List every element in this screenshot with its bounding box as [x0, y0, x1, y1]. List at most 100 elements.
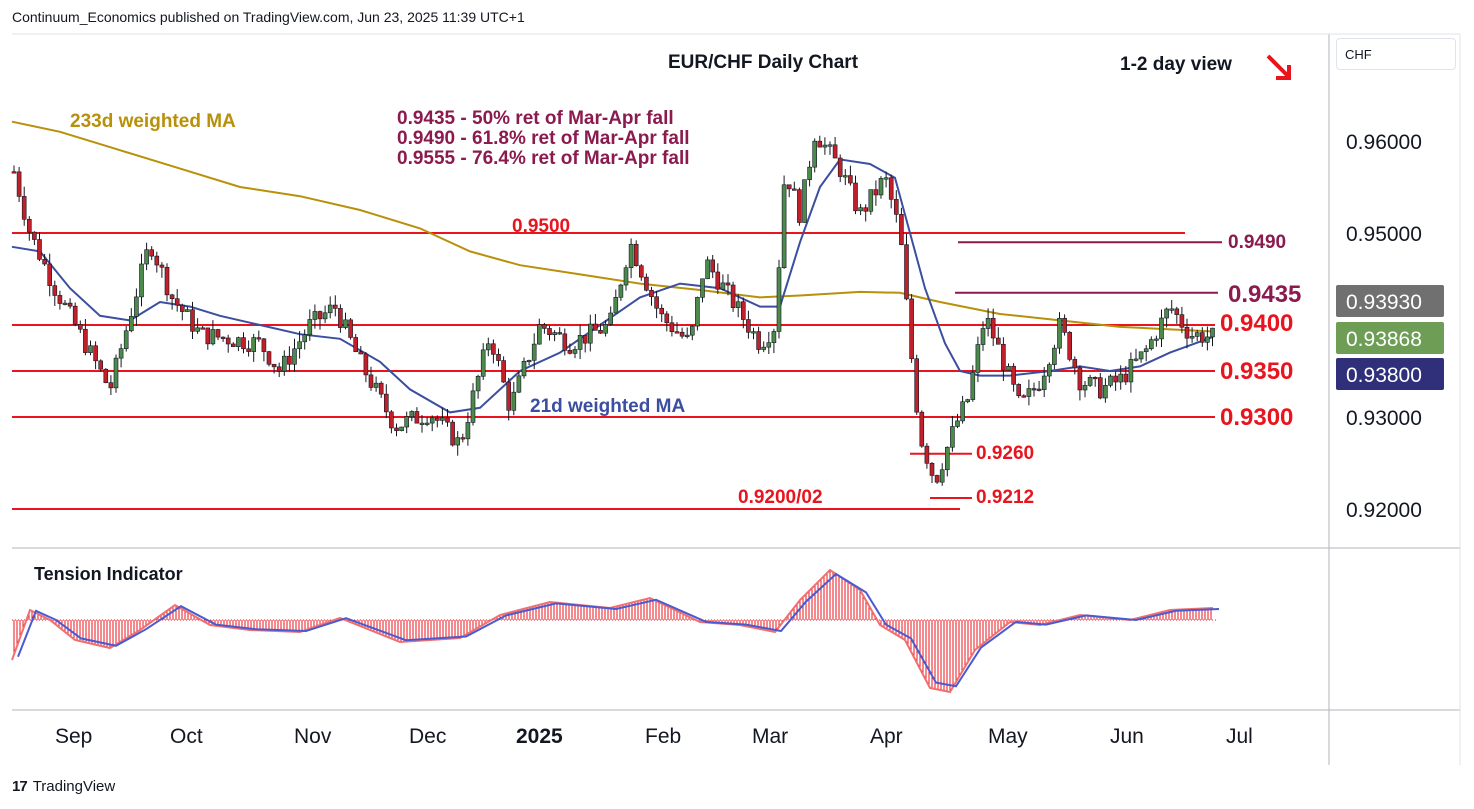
candle-body	[705, 259, 710, 280]
candle-body	[332, 304, 338, 309]
candle-body	[587, 323, 593, 344]
candle-body	[1077, 367, 1083, 391]
candle-body	[1200, 332, 1205, 343]
candle-body	[572, 349, 578, 354]
time-tick: Oct	[170, 725, 203, 748]
candle-body	[623, 267, 629, 286]
candle-body	[1098, 377, 1103, 399]
oscillator-fast-line	[11, 568, 1214, 694]
candle-body	[118, 348, 124, 359]
candle-body	[251, 337, 256, 352]
candle-body	[129, 316, 134, 332]
horizontal-levels	[12, 232, 1222, 510]
candle-body	[516, 375, 522, 393]
candle-body	[735, 301, 741, 308]
ma21-line	[11, 158, 1214, 414]
candle-body	[506, 381, 512, 411]
candle-body	[1036, 388, 1042, 391]
candle-body	[577, 335, 583, 350]
candle-body	[281, 355, 287, 372]
candle-body	[934, 475, 940, 483]
candle-body	[582, 335, 588, 344]
candle-body	[888, 177, 894, 200]
currency-selector[interactable]: CHF	[1336, 38, 1456, 70]
candle-body	[786, 184, 792, 190]
level-label-09350: 0.9350	[1220, 358, 1293, 385]
tradingview-logo-icon[interactable]: 17	[12, 778, 28, 795]
candle-body	[195, 327, 200, 332]
candle-body	[893, 199, 899, 215]
candle-body	[593, 323, 598, 331]
candle-body	[322, 312, 328, 320]
level-label-09400: 0.9400	[1220, 310, 1293, 337]
price-tick: 0.92000	[1346, 499, 1422, 522]
candle-body	[511, 391, 517, 411]
time-tick: Jul	[1226, 725, 1253, 748]
svg-text:0.93800: 0.93800	[1346, 364, 1422, 387]
candle-body	[598, 329, 603, 334]
candle-body	[873, 189, 879, 196]
candle-body	[419, 422, 425, 425]
candle-body	[822, 144, 828, 148]
svg-text:0.93930: 0.93930	[1346, 291, 1422, 314]
candle-body	[613, 297, 619, 314]
candle-body	[246, 348, 251, 352]
candle-body	[1169, 308, 1174, 311]
candle-body	[220, 336, 226, 339]
tension-indicator-pane	[11, 568, 1220, 694]
candle-body	[689, 325, 695, 336]
candle-body	[761, 346, 767, 350]
candle-body	[562, 333, 568, 351]
candle-body	[465, 422, 471, 440]
candle-body	[939, 469, 945, 483]
note-50-retracement: 0.9435 - 50% ret of Mar-Apr fall	[397, 108, 674, 129]
candle-body	[715, 271, 721, 290]
candle-body	[700, 278, 705, 298]
candle-body	[863, 207, 869, 212]
candle-body	[827, 144, 833, 147]
candle-body	[547, 328, 552, 335]
candle-body	[231, 343, 236, 347]
candle-body	[679, 331, 685, 337]
candle-body	[1189, 336, 1195, 339]
candle-body	[496, 354, 501, 361]
time-tick: Mar	[752, 725, 788, 748]
candle-body	[200, 327, 205, 330]
candle-body	[1001, 343, 1006, 371]
candle-body	[57, 295, 63, 304]
time-tick: Feb	[645, 725, 681, 748]
candle-body	[434, 417, 440, 421]
candle-body	[1082, 385, 1088, 391]
price-badge-last: 0.93868	[1336, 322, 1444, 354]
note-764-retracement: 0.9555 - 76.4% ret of Mar-Apr fall	[397, 148, 690, 169]
low-label-09260: 0.9260	[976, 443, 1034, 464]
candle-body	[868, 189, 874, 212]
candle-body	[327, 304, 333, 314]
time-axis[interactable]: Sep Oct Nov Dec 2025 Feb Mar Apr May Jun…	[55, 725, 1253, 748]
candle-body	[526, 359, 532, 363]
price-axis[interactable]: 0.96000 0.95000 0.93000 0.92000 0.93930 …	[1336, 131, 1444, 522]
candle-body	[1164, 308, 1169, 319]
candle-body	[276, 366, 282, 372]
candle-body	[746, 319, 751, 333]
level-label-09200: 0.9200/02	[738, 487, 823, 508]
candle-body	[980, 328, 986, 345]
candle-body	[669, 322, 675, 332]
candle-body	[654, 296, 659, 309]
candle-body	[455, 437, 461, 446]
candle-body	[108, 382, 114, 389]
candle-body	[389, 411, 394, 429]
candle-body	[21, 196, 27, 220]
candle-body	[970, 372, 976, 400]
price-badge-ma233: 0.93930	[1336, 285, 1444, 317]
candle-body	[1205, 336, 1210, 343]
tension-indicator-title: Tension Indicator	[34, 564, 183, 584]
candle-body	[343, 319, 348, 328]
candle-body	[924, 445, 930, 464]
candle-body	[174, 298, 180, 306]
candle-body	[1179, 314, 1185, 328]
candle-body	[766, 342, 772, 348]
candle-body	[1072, 359, 1078, 369]
footer-brand[interactable]: TradingView	[32, 778, 116, 795]
